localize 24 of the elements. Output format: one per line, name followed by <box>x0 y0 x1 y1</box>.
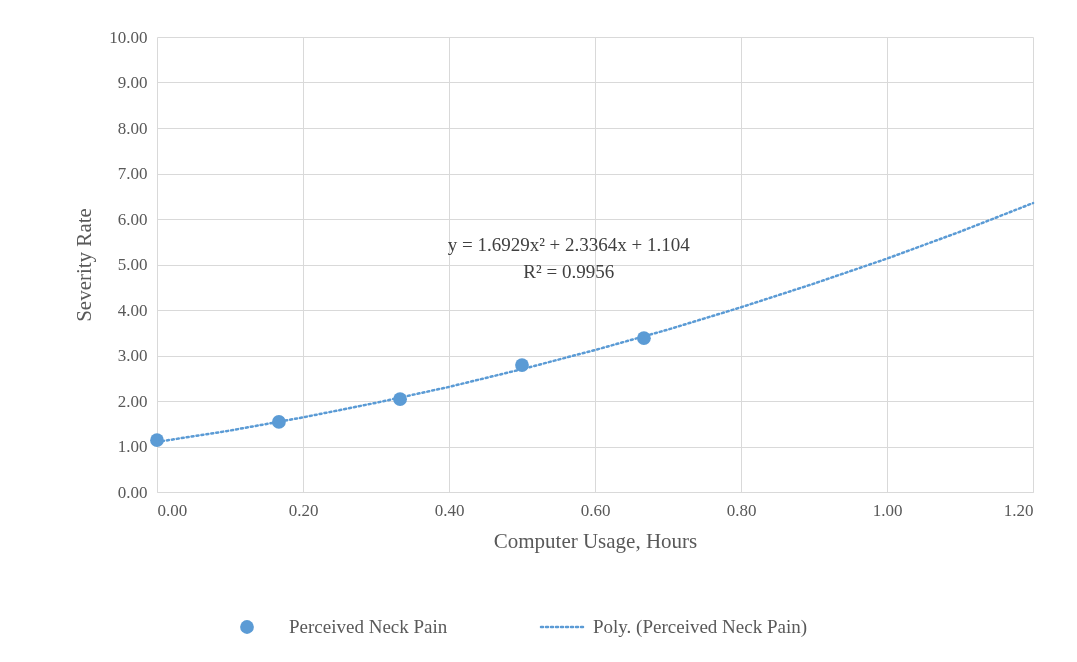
y-tick-label: 3.00 <box>117 346 148 365</box>
y-tick-label: 4.00 <box>117 300 148 320</box>
x-tick-label: 1.00 <box>872 500 903 520</box>
legend-label: Perceived Neck Pain <box>289 616 448 637</box>
legend-label: Poly. (Perceived Neck Pain) <box>593 616 808 638</box>
y-tick-label: 6.00 <box>117 209 148 229</box>
x-tick-label: 0.60 <box>580 500 611 520</box>
y-axis-title: Severity Rate <box>72 208 97 322</box>
x-tick-label: 0.80 <box>726 500 757 520</box>
y-tick-label: 1.00 <box>117 437 148 456</box>
annotation: R² = 0.9956 <box>523 261 615 282</box>
x-tick-label: 0.40 <box>434 500 465 520</box>
y-tick-label: 0.00 <box>117 482 148 502</box>
y-tick-label: 2.00 <box>117 391 148 411</box>
y-tick-label: 7.00 <box>117 164 148 183</box>
y-tick-label: 10.00 <box>109 27 148 47</box>
y-tick-label: 8.00 <box>117 118 148 138</box>
x-tick-label: 0.20 <box>288 500 319 520</box>
annotation: y = 1.6929x² + 2.3364x + 1.104 <box>447 234 691 255</box>
y-tick-label: 9.00 <box>117 73 148 92</box>
x-tick-label: 0.00 <box>157 500 188 520</box>
y-tick-label: 5.00 <box>117 255 148 274</box>
x-tick-label: 1.20 <box>1003 500 1034 520</box>
x-axis-title: Computer Usage, Hours <box>493 528 698 553</box>
